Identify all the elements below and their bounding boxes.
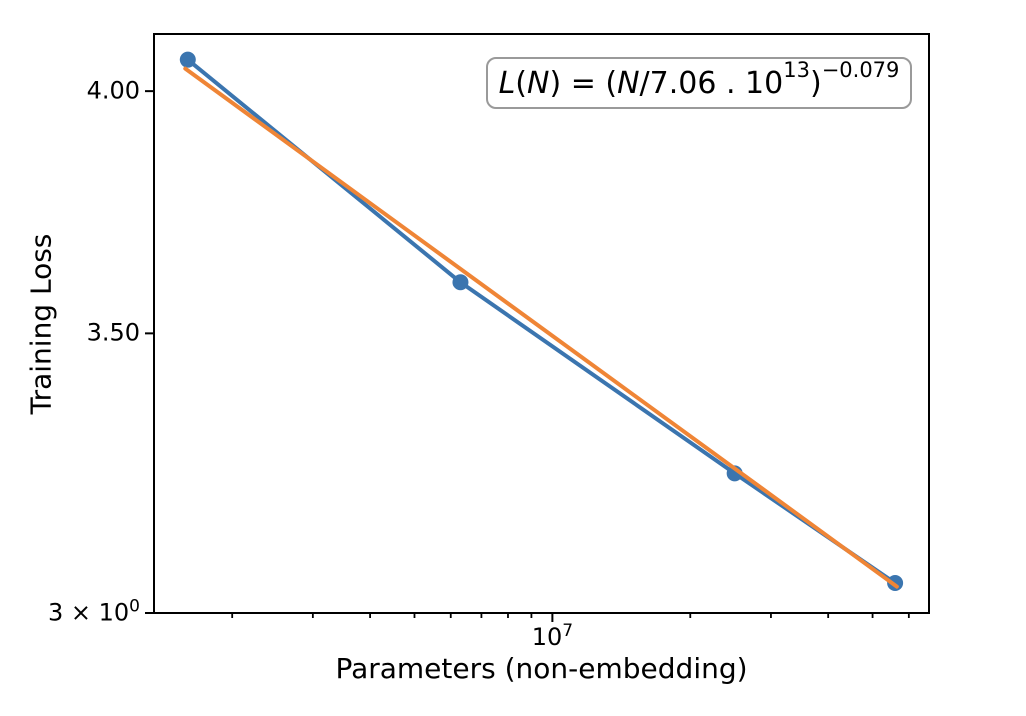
equation-fragment: /7.06 . 10	[639, 65, 784, 101]
training-loss-data-line	[185, 57, 898, 586]
training-loss-data-point	[452, 274, 469, 291]
y-tick-label: 4.00	[86, 76, 140, 105]
y-tick-label: 3 × 100	[47, 596, 140, 627]
equation-fragment: L	[498, 65, 516, 101]
x-tick-label: 107	[531, 621, 574, 651]
y-tick-label: 3.50	[86, 318, 140, 347]
y-axis-label: Training Loss	[24, 233, 58, 415]
plot-frame	[153, 33, 930, 614]
equation-fragment: (	[515, 65, 528, 101]
power-law-fit-line	[183, 66, 899, 589]
training-loss-data-point	[179, 51, 196, 68]
x-axis-label: Parameters (non-embedding)	[335, 652, 748, 685]
equation-fragment: N	[527, 65, 550, 101]
equation-fragment: 13	[783, 58, 810, 82]
equation-fragment: N	[617, 65, 640, 101]
fit-equation-annotation: L(N) = (N/7.06 . 10 13) −0.079	[486, 57, 912, 109]
equation-fragment: )	[809, 65, 822, 101]
equation-fragment: ) = (	[549, 65, 618, 101]
equation-fragment: −0.079	[821, 58, 900, 82]
